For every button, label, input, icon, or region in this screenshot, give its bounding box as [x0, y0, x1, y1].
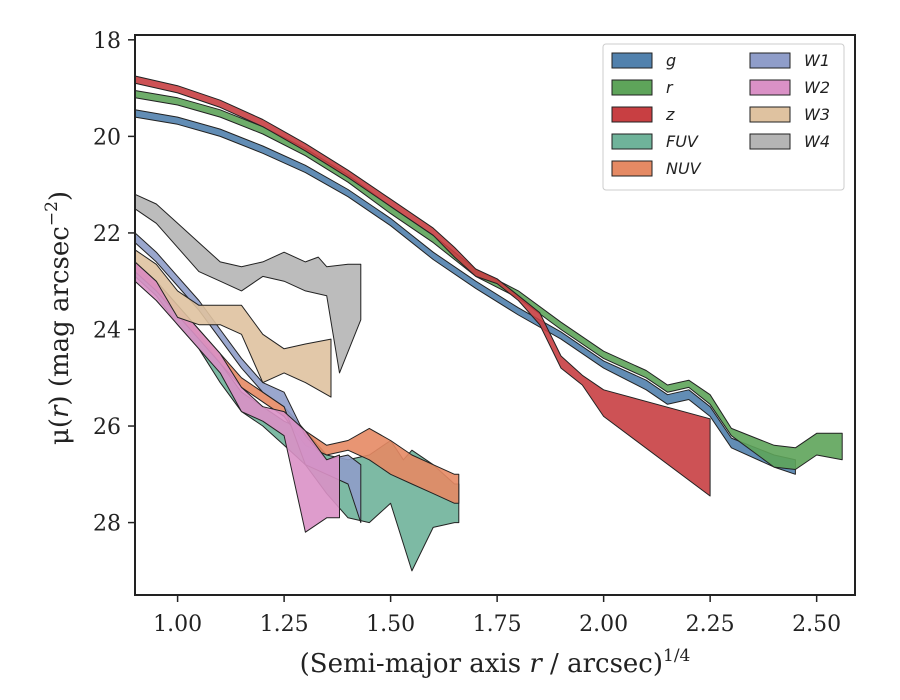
- legend-swatch-w4: [749, 133, 791, 150]
- x-tick-label: 2.00: [579, 612, 628, 637]
- x-axis-label-exponent: 1/4: [663, 646, 690, 666]
- legend-swatch-w1: [749, 52, 791, 69]
- legend: grz FUV NUV W1 W2 W3 W4: [602, 43, 845, 191]
- y-axis-label-part: ) (mag arcsec: [45, 226, 75, 405]
- legend-label-w4: W4: [804, 132, 830, 151]
- legend-label-w1: W1: [804, 51, 830, 70]
- x-axis-label-part: r: [529, 649, 543, 679]
- y-axis-label-part: r: [45, 404, 75, 418]
- x-axis: 1.00 1.25 1.50 1.75 2.00 2.25 2.50: [153, 595, 841, 637]
- band-w3: [134, 249, 332, 398]
- band-z: [134, 75, 711, 497]
- legend-label-z: z: [665, 105, 675, 124]
- x-tick-label: 1.50: [366, 612, 415, 637]
- y-tick-label: 28: [93, 512, 121, 537]
- y-tick-label: 24: [93, 318, 121, 343]
- band-w4: [134, 193, 362, 374]
- legend-swatch-w3: [749, 106, 791, 123]
- legend-swatch-fuv: [611, 133, 653, 150]
- x-axis-label-part: / arcsec): [542, 649, 663, 679]
- y-tick-label: 20: [93, 125, 121, 150]
- x-tick-label: 2.50: [792, 612, 841, 637]
- legend-swatch-w2: [749, 79, 791, 96]
- plot-frame: [134, 34, 856, 596]
- legend-label-w3: W3: [804, 105, 830, 124]
- legend-swatch-nuv: [611, 160, 653, 177]
- legend-label-g: g: [666, 51, 676, 70]
- y-tick-label: 22: [93, 222, 121, 247]
- x-tick-label: 1.25: [260, 612, 309, 637]
- x-tick-label: 1.00: [153, 612, 202, 637]
- x-tick-label: 2.25: [686, 612, 735, 637]
- x-tick-label: 1.75: [473, 612, 522, 637]
- y-axis-label-exponent: −2: [42, 201, 62, 226]
- y-axis-label-part: ): [45, 191, 75, 201]
- legend-swatch-g: [611, 52, 653, 69]
- band-w2: [134, 261, 340, 533]
- legend-swatch-r: [611, 79, 653, 96]
- x-axis-label: (Semi-major axis r / arcsec)1/4: [300, 646, 691, 679]
- legend-label-fuv: FUV: [666, 132, 699, 151]
- y-axis-label: μ(r) (mag arcsec−2): [42, 191, 75, 445]
- y-tick-label: 18: [93, 29, 121, 54]
- y-axis-label-part: μ(: [45, 418, 75, 445]
- legend-swatch-z: [611, 106, 653, 123]
- legend-label-w2: W2: [804, 78, 830, 97]
- legend-label-r: r: [666, 78, 674, 97]
- y-axis: 18 20 22 24 26 28: [93, 29, 135, 537]
- y-tick-label: 26: [93, 415, 121, 440]
- band-g: [134, 109, 796, 475]
- legend-label-nuv: NUV: [666, 159, 702, 178]
- series-bands: [134, 75, 843, 572]
- x-axis-label-part: (Semi-major axis: [300, 649, 530, 679]
